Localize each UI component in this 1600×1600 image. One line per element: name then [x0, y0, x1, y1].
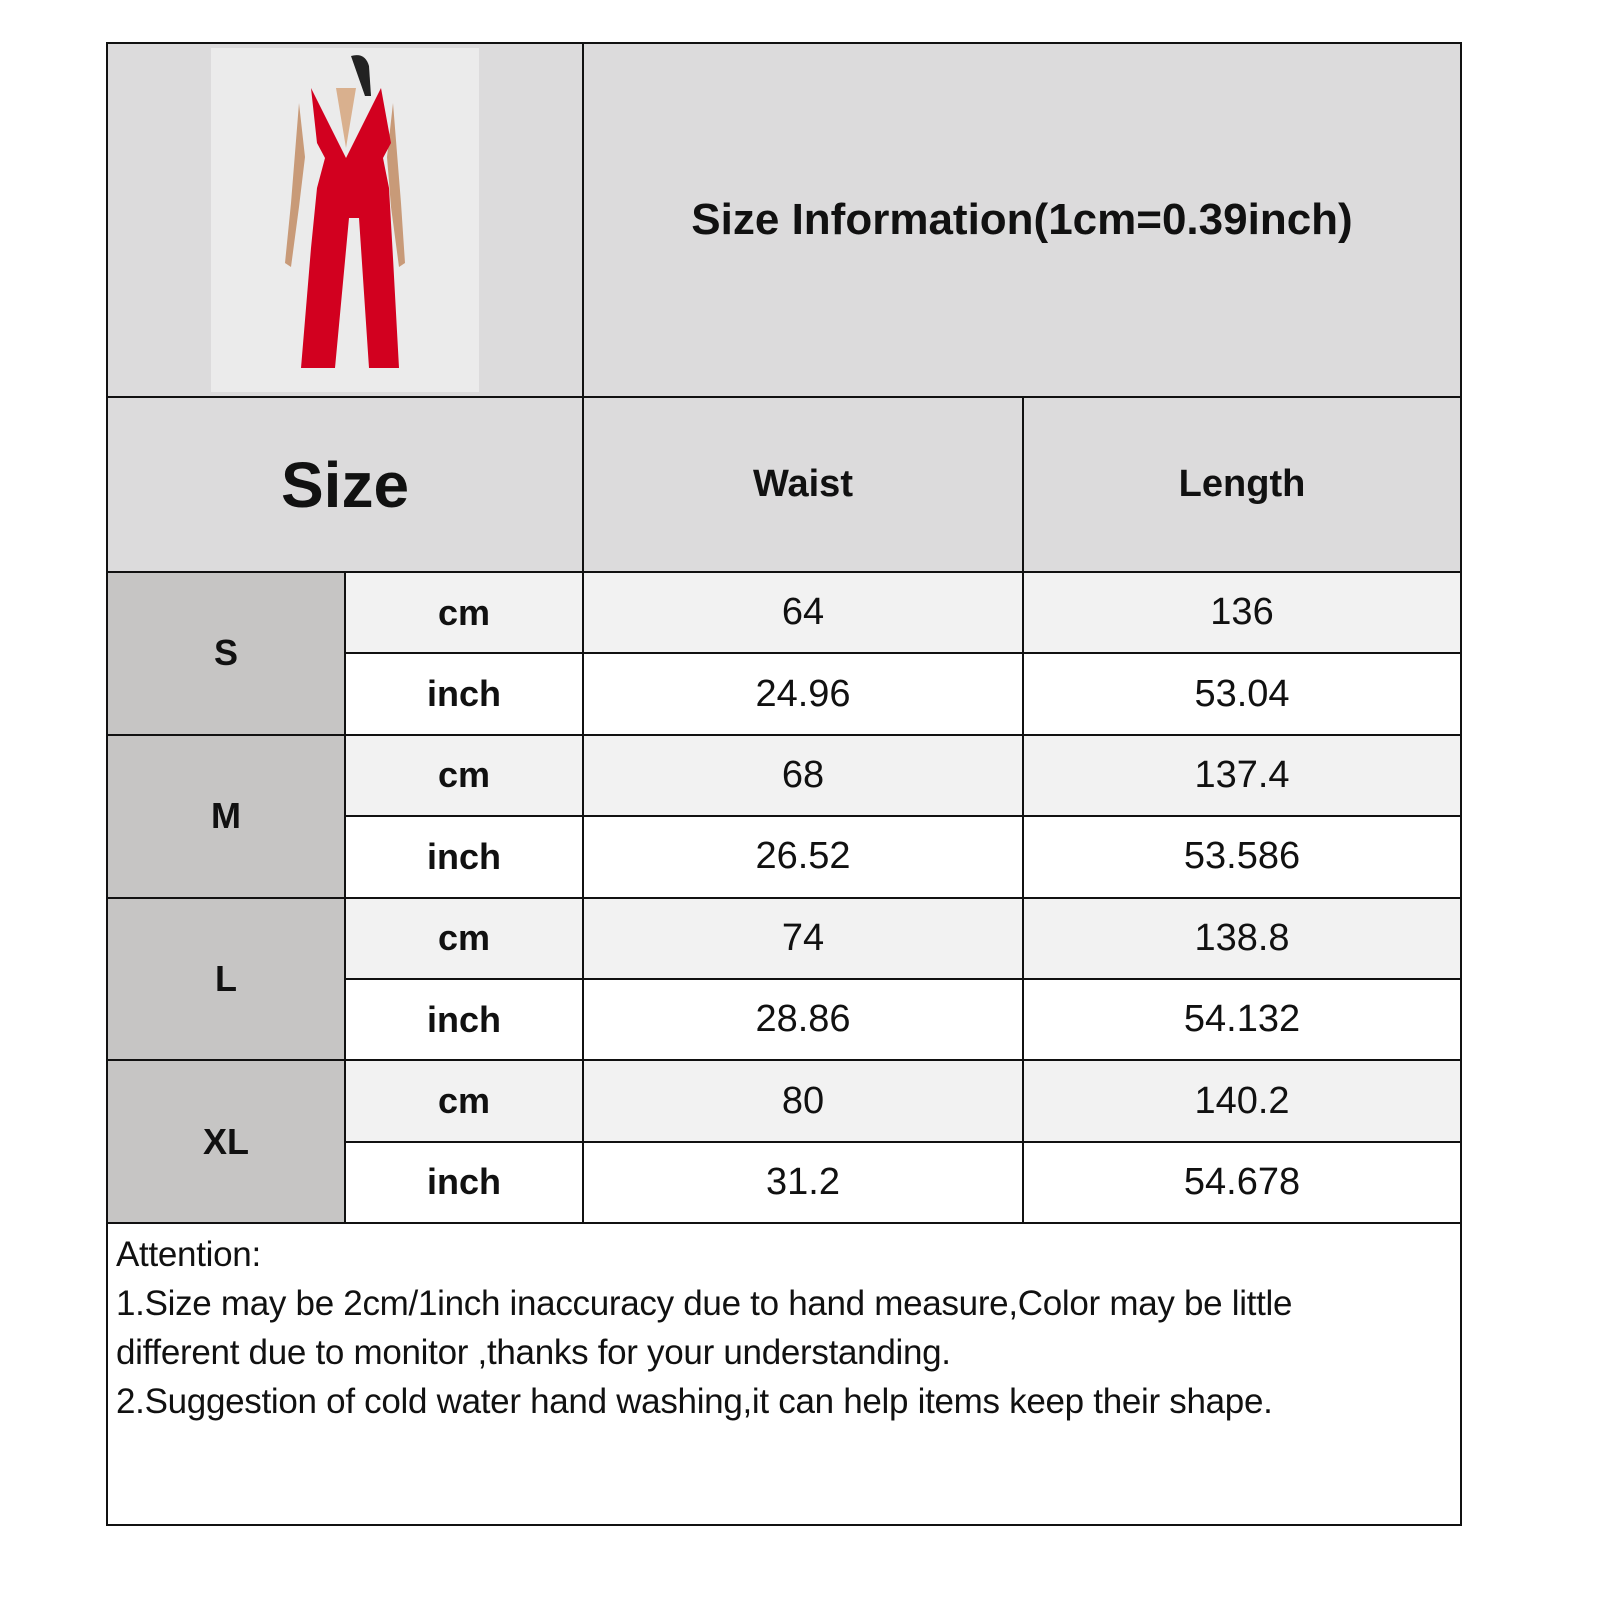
unit-inch-text: inch: [426, 998, 501, 1040]
length-header: Length: [1022, 396, 1462, 573]
unit-inch-text: inch: [426, 835, 501, 877]
length-cm: 137.4: [1022, 733, 1462, 818]
unit-cm-text: cm: [437, 917, 491, 959]
size-label: S: [106, 571, 346, 736]
page-title: Size Information(1cm=0.39inch): [691, 195, 1353, 244]
size-header-label: Size: [280, 448, 410, 521]
attention-notes: Attention: 1.Size may be 2cm/1inch inacc…: [106, 1222, 1462, 1526]
unit-inch-text: inch: [426, 1161, 501, 1203]
size-label-text: XL: [202, 1120, 249, 1162]
waist-cm-text: 64: [781, 591, 825, 634]
length-header-label: Length: [1178, 463, 1306, 505]
waist-cm-text: 80: [781, 1079, 825, 1122]
waist-inch: 28.86: [582, 978, 1024, 1062]
length-cm: 140.2: [1022, 1059, 1462, 1143]
waist-cm: 80: [582, 1059, 1024, 1143]
unit-inch: inch: [344, 1140, 584, 1225]
waist-header: Waist: [582, 396, 1024, 573]
length-inch-text: 54.678: [1183, 1160, 1301, 1203]
waist-cm-text: 74: [781, 916, 825, 959]
length-cm-text: 140.2: [1194, 1079, 1290, 1122]
size-header: Size: [106, 396, 584, 573]
waist-inch: 26.52: [582, 815, 1024, 899]
length-inch: 54.678: [1022, 1140, 1462, 1225]
unit-inch-text: inch: [426, 673, 501, 715]
note-line: different due to monitor ,thanks for you…: [116, 1333, 951, 1372]
length-cm-text: 138.8: [1194, 916, 1290, 959]
size-label: XL: [106, 1059, 346, 1225]
waist-cm-text: 68: [781, 753, 825, 796]
length-inch-text: 53.04: [1194, 672, 1290, 715]
unit-cm: cm: [344, 571, 584, 655]
waist-cm: 68: [582, 733, 1024, 818]
size-label: M: [106, 733, 346, 899]
unit-inch: inch: [344, 652, 584, 736]
length-inch-text: 53.586: [1183, 835, 1301, 878]
unit-inch: inch: [344, 815, 584, 899]
waist-inch: 24.96: [582, 652, 1024, 736]
waist-cm: 64: [582, 571, 1024, 655]
length-cm-text: 136: [1210, 591, 1274, 634]
length-inch-text: 54.132: [1183, 998, 1301, 1041]
title-cell: Size Information(1cm=0.39inch): [582, 42, 1462, 398]
waist-inch-text: 24.96: [755, 672, 851, 715]
waist-inch-text: 26.52: [755, 835, 851, 878]
unit-cm-text: cm: [437, 754, 491, 796]
waist-inch: 31.2: [582, 1140, 1024, 1225]
unit-cm-text: cm: [437, 591, 491, 633]
unit-cm: cm: [344, 896, 584, 980]
length-inch: 54.132: [1022, 978, 1462, 1062]
unit-inch: inch: [344, 978, 584, 1062]
unit-cm-text: cm: [437, 1080, 491, 1122]
waist-cm: 74: [582, 896, 1024, 980]
size-label-text: L: [215, 957, 237, 999]
size-label-text: S: [213, 632, 238, 674]
length-inch: 53.04: [1022, 652, 1462, 736]
length-inch: 53.586: [1022, 815, 1462, 899]
size-label: L: [106, 896, 346, 1062]
length-cm-text: 137.4: [1194, 753, 1290, 796]
length-cm: 138.8: [1022, 896, 1462, 980]
product-image-cell: [106, 42, 584, 398]
length-cm: 136: [1022, 571, 1462, 655]
waist-header-label: Waist: [753, 463, 853, 505]
product-photo: [211, 48, 479, 392]
unit-cm: cm: [344, 733, 584, 818]
waist-inch-text: 28.86: [755, 998, 851, 1041]
size-label-text: M: [211, 795, 241, 837]
notes-heading: Attention:: [116, 1235, 261, 1274]
note-line: 2.Suggestion of cold water hand washing,…: [116, 1382, 1273, 1421]
unit-cm: cm: [344, 1059, 584, 1143]
waist-inch-text: 31.2: [766, 1160, 840, 1203]
note-line: 1.Size may be 2cm/1inch inaccuracy due t…: [116, 1284, 1293, 1323]
